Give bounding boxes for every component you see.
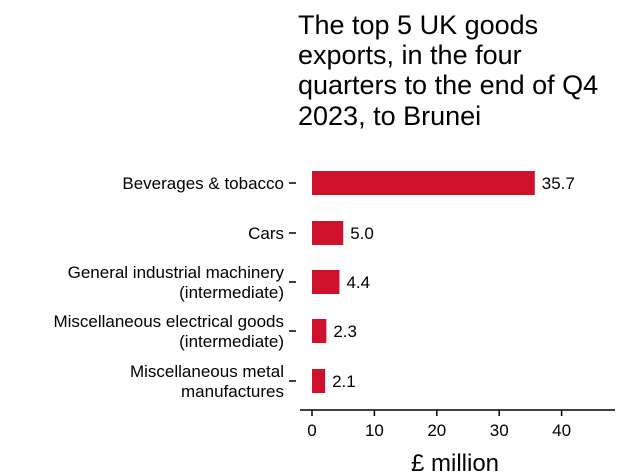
category-label: Miscellaneous metal manufactures — [130, 362, 284, 401]
bar — [312, 221, 344, 245]
value-label: 4.4 — [346, 273, 370, 292]
value-label: 2.1 — [332, 372, 356, 391]
y-axis-ticks — [289, 182, 296, 382]
x-tick-label: 0 — [307, 421, 316, 440]
x-axis-title: £ million — [411, 450, 499, 472]
chart-title: The top 5 UK goods exports, in the four … — [298, 10, 599, 131]
bar — [312, 171, 535, 195]
category-labels: Beverages & tobacco Cars General industria… — [53, 174, 284, 401]
category-label: General industrial machinery (intermediat… — [68, 263, 285, 302]
bars — [312, 171, 535, 393]
category-label: Miscellaneous electrical goods (intermedi… — [53, 312, 284, 351]
x-tick-label: 20 — [427, 421, 446, 440]
x-axis-ticks: 0 10 20 30 40 — [307, 410, 571, 440]
x-tick-label: 10 — [365, 421, 384, 440]
value-label: 35.7 — [542, 174, 575, 193]
category-label: Cars — [248, 224, 284, 243]
value-label: 5.0 — [350, 224, 374, 243]
bar — [312, 270, 340, 294]
value-label: 2.3 — [333, 322, 357, 341]
bar — [312, 319, 327, 343]
value-labels: 35.7 5.0 4.4 2.3 2.1 — [332, 174, 575, 391]
x-tick-label: 30 — [490, 421, 509, 440]
category-label: Beverages & tobacco — [122, 174, 284, 193]
bar — [312, 369, 326, 393]
x-tick-label: 40 — [552, 421, 571, 440]
